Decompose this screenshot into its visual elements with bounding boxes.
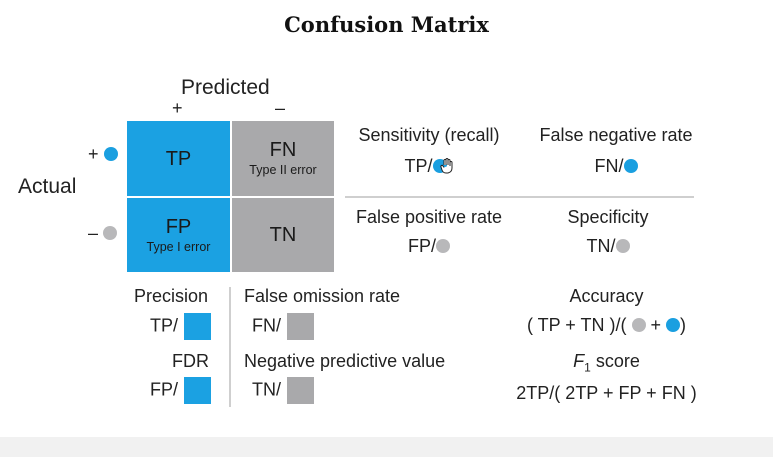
for-formula-text: FN/ [252, 315, 281, 336]
predicted-label: Predicted [181, 76, 270, 99]
cell-fn: FN Type II error [232, 121, 334, 196]
cell-tn-label: TN [269, 224, 297, 246]
f1-name: F1 score [500, 351, 713, 375]
divider-vertical [229, 287, 231, 407]
f1-name-f: F [573, 351, 585, 371]
fdr-name: FDR [172, 351, 209, 371]
accuracy-formula: ( TP + TN )/( + ) [500, 315, 713, 336]
negative-dot-icon [631, 318, 646, 332]
actual-negative-sign: – [88, 223, 99, 243]
positive-dot-icon [103, 147, 118, 161]
negative-dot-icon [436, 239, 450, 253]
predicted-negative-sign: – [275, 98, 286, 118]
precision-formula-text: TP/ [150, 315, 179, 336]
positive-dot-icon [623, 159, 638, 173]
cell-fn-sub: Type II error [249, 163, 317, 177]
fdr-formula-text: FP/ [150, 379, 179, 400]
fnr-name: False negative rate [539, 125, 693, 145]
hand-pointer-icon [439, 158, 453, 174]
predicted-positive-sign: + [172, 98, 183, 118]
negative-square-icon [287, 313, 314, 340]
f1-name-rest: score [590, 351, 640, 371]
actual-negative-marker: – [88, 223, 118, 244]
fpr-formula: FP/ [344, 236, 514, 257]
positive-square-icon [184, 377, 212, 404]
for-formula: FN/ [252, 313, 314, 340]
specificity-name: Specificity [567, 207, 649, 227]
specificity-formula-text: TN/ [586, 236, 616, 256]
f1-formula: 2TP/( 2TP + FP + FN ) [516, 383, 697, 403]
f1-name-sub: 1 [584, 360, 591, 375]
npv-formula-text: TN/ [252, 379, 281, 400]
fpr-formula-text: FP/ [407, 236, 436, 256]
sensitivity-formula-text: TP/ [404, 156, 433, 176]
npv-name: Negative predictive value [244, 351, 446, 371]
cell-tn: TN [232, 198, 334, 272]
accuracy-formula-plus: + [650, 315, 662, 335]
negative-dot-icon [615, 239, 630, 253]
actual-label: Actual [18, 175, 77, 198]
fnr-formula-text: FN/ [594, 156, 624, 176]
npv-formula: TN/ [252, 377, 314, 404]
accuracy-formula-right: ) [680, 315, 687, 335]
fdr-formula: FP/ [150, 377, 212, 404]
specificity-formula: TN/ [530, 236, 686, 257]
cell-fn-label: FN [269, 139, 297, 161]
for-name: False omission rate [244, 286, 401, 306]
precision-formula: TP/ [150, 313, 212, 340]
divider-horizontal [345, 196, 694, 198]
sensitivity-formula: TP/ [350, 156, 508, 177]
actual-positive-sign: + [88, 144, 99, 164]
fnr-formula: FN/ [520, 156, 712, 177]
cell-fp-label: FP [165, 215, 192, 238]
cell-fp: FP Type I error [127, 198, 230, 272]
precision-name: Precision [134, 286, 209, 306]
bottom-bar [0, 437, 773, 457]
cell-tp-label: TP [165, 147, 192, 170]
actual-positive-marker: + [88, 144, 118, 165]
cell-tp: TP [127, 121, 230, 196]
cell-fp-sub: Type I error [146, 239, 211, 254]
positive-dot-icon [666, 318, 681, 332]
positive-square-icon [184, 313, 212, 340]
page-title: Confusion Matrix [284, 12, 489, 37]
negative-dot-icon [103, 226, 118, 240]
negative-square-icon [287, 377, 314, 404]
fpr-name: False positive rate [355, 207, 503, 227]
sensitivity-name: Sensitivity (recall) [358, 125, 500, 145]
accuracy-formula-left: ( TP + TN )/( [526, 315, 627, 335]
accuracy-name: Accuracy [569, 286, 644, 306]
